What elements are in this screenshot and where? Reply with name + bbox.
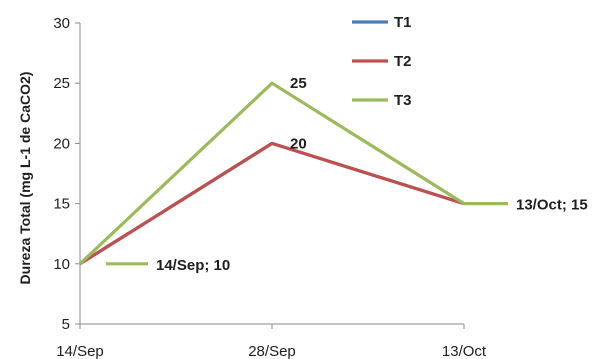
data-labels: 25 20 14/Sep; 10 13/Oct; 15: [106, 75, 588, 274]
data-label: 20: [290, 135, 307, 152]
y-axis-label: Dureza Total (mg L-1 de CaCO2): [17, 72, 33, 285]
series-line-t3: [78, 81, 465, 265]
x-tick-label: 14/Sep: [56, 343, 104, 359]
series-line-t1: [79, 141, 465, 266]
y-tick-label: 30: [53, 15, 70, 32]
y-tick-label: 20: [53, 135, 70, 152]
y-tick-label: 5: [62, 316, 70, 333]
legend-label-t3: T3: [394, 92, 412, 109]
y-tick-label: 25: [53, 75, 70, 92]
legend-label-t1: T1: [394, 14, 412, 31]
data-label: 14/Sep; 10: [156, 257, 230, 274]
axes: 5 10 15 20 25 30 14/Sep 28/Sep 13/Oct: [53, 15, 487, 359]
series-line-t2: [79, 141, 465, 266]
legend-label-t2: T2: [394, 53, 412, 70]
series-lines: [78, 81, 465, 266]
legend: T1 T2 T3: [352, 14, 412, 109]
data-label: 13/Oct; 15: [516, 197, 588, 214]
x-tick-label: 13/Oct: [442, 343, 487, 359]
y-tick-label: 10: [53, 256, 70, 273]
y-tick-label: 15: [53, 196, 70, 213]
data-label: 25: [290, 75, 307, 92]
x-tick-label: 28/Sep: [248, 343, 296, 359]
